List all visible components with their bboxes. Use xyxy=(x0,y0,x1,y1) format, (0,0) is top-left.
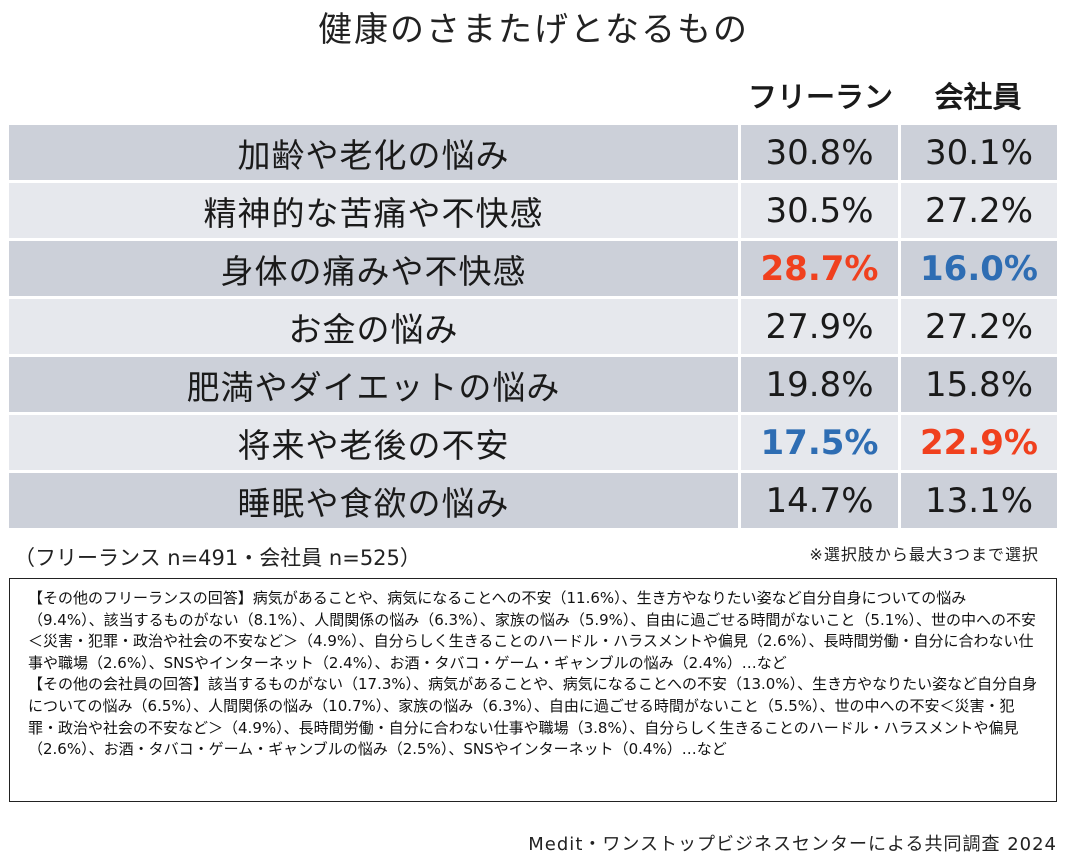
selection-note: ※選択肢から最大3つまで選択 xyxy=(809,545,1039,564)
value-freelance: 30.5% xyxy=(741,183,898,238)
table-row: お金の悩み 27.9% 27.2% xyxy=(9,299,1057,354)
table-row: 身体の痛みや不快感 28.7% 16.0% xyxy=(9,241,1057,296)
value-employee: 13.1% xyxy=(901,473,1057,528)
row-label: 将来や老後の不安 xyxy=(9,415,738,470)
comparison-table: 加齢や老化の悩み 30.8% 30.1% 精神的な苦痛や不快感 30.5% 27.2% 身体… xyxy=(9,125,1057,531)
value-employee: 16.0% xyxy=(901,241,1057,296)
other-answers-employee: 【その他の会社員の回答】該当するものがない（17.3%）、病気があることや、病気… xyxy=(28,675,1038,759)
value-employee: 22.9% xyxy=(901,415,1057,470)
row-label: 精神的な苦痛や不快感 xyxy=(9,183,738,238)
row-label: 肥満やダイエットの悩み xyxy=(9,357,738,412)
value-employee: 27.2% xyxy=(901,299,1057,354)
value-freelance: 28.7% xyxy=(741,241,898,296)
table-row: 肥満やダイエットの悩み 19.8% 15.8% xyxy=(9,357,1057,412)
value-freelance: 17.5% xyxy=(741,415,898,470)
table-row: 睡眠や食欲の悩み 14.7% 13.1% xyxy=(9,473,1057,528)
value-employee: 15.8% xyxy=(901,357,1057,412)
column-header-employee: 会社員 xyxy=(934,80,1022,114)
other-answers-box: 【その他のフリーランスの回答】病気があることや、病気になることへの不安（11.6… xyxy=(9,578,1057,802)
row-label: 身体の痛みや不快感 xyxy=(9,241,738,296)
value-employee: 30.1% xyxy=(901,125,1057,180)
table-row: 加齢や老化の悩み 30.8% 30.1% xyxy=(9,125,1057,180)
value-freelance: 27.9% xyxy=(741,299,898,354)
table-row: 将来や老後の不安 17.5% 22.9% xyxy=(9,415,1057,470)
sample-size-note: （フリーランス n=491・会社員 n=525） xyxy=(14,546,421,570)
value-freelance: 19.8% xyxy=(741,357,898,412)
row-label: 加齢や老化の悩み xyxy=(9,125,738,180)
other-answers-freelance: 【その他のフリーランスの回答】病気があることや、病気になることへの不安（11.6… xyxy=(28,589,1037,672)
value-freelance: 30.8% xyxy=(741,125,898,180)
row-label: 睡眠や食欲の悩み xyxy=(9,473,738,528)
chart-title: 健康のさまたげとなるもの xyxy=(318,10,749,50)
value-employee: 27.2% xyxy=(901,183,1057,238)
survey-credit: Medit・ワンストップビジネスセンターによる共同調査 2024 xyxy=(528,834,1057,855)
value-freelance: 14.7% xyxy=(741,473,898,528)
table-row: 精神的な苦痛や不快感 30.5% 27.2% xyxy=(9,183,1057,238)
row-label: お金の悩み xyxy=(9,299,738,354)
